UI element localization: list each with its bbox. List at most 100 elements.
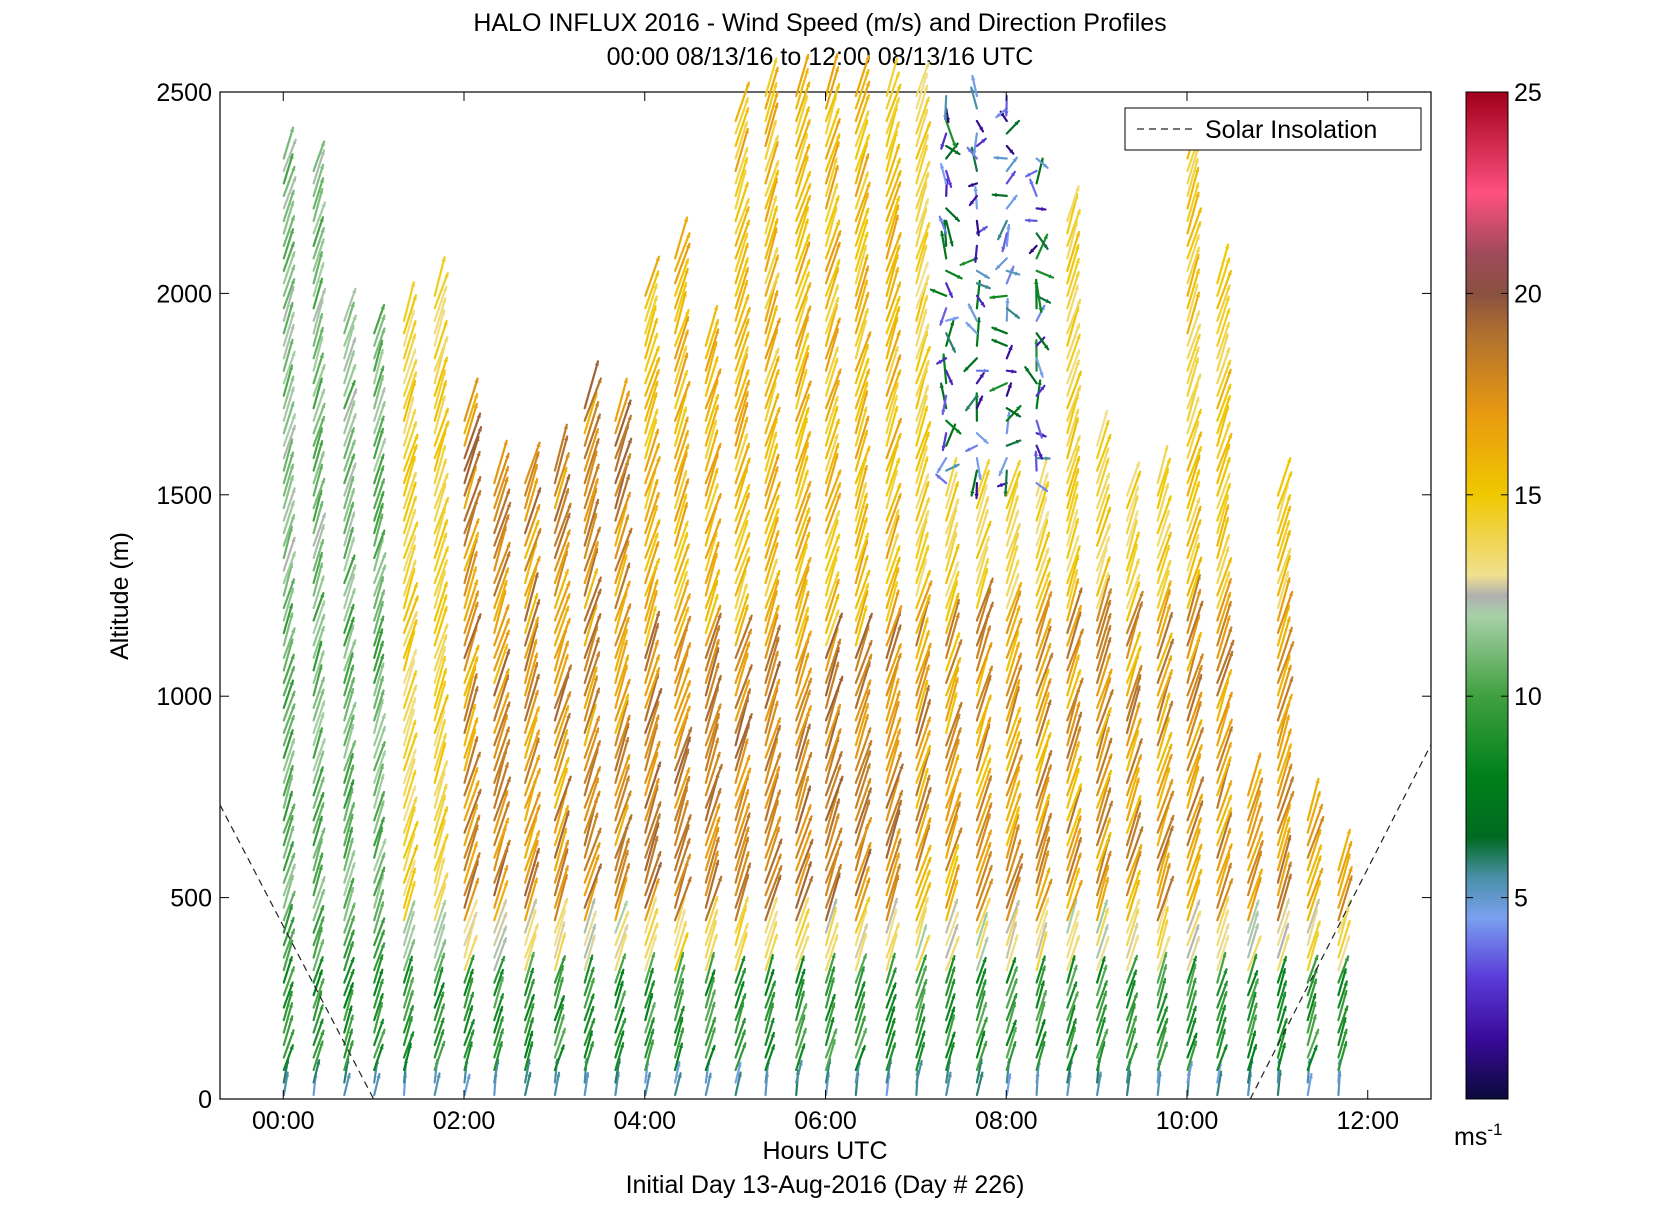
wind-arrow-head	[774, 291, 779, 296]
wind-arrow-head	[773, 898, 778, 903]
wind-arrow-head	[924, 135, 929, 140]
wind-arrow-head	[746, 863, 751, 868]
wind-arrow-head	[927, 857, 932, 863]
wind-arrow	[1276, 505, 1292, 547]
wind-arrow-head	[896, 245, 901, 250]
wind-arrow-head	[1075, 446, 1080, 451]
wind-arrow-head	[594, 479, 599, 484]
wind-arrow	[644, 478, 659, 522]
wind-arrow	[373, 552, 387, 585]
wind-arrow-head	[803, 96, 808, 101]
wind-arrow	[523, 622, 539, 672]
wind-arrow-head	[862, 245, 868, 251]
wind-arrow	[824, 418, 840, 460]
wind-arrow-head	[535, 755, 540, 761]
wind-arrow	[1066, 554, 1080, 597]
wind-arrow	[282, 338, 294, 372]
wind-arrow	[795, 67, 809, 110]
wind-arrow	[1306, 1001, 1317, 1034]
wind-arrow	[915, 593, 932, 635]
wind-arrow	[885, 105, 898, 148]
wind-arrow-head	[684, 444, 690, 450]
wind-arrow	[673, 593, 691, 635]
wind-arrow	[282, 638, 294, 672]
wind-arrow-head	[715, 663, 720, 669]
wind-arrow	[1066, 725, 1082, 772]
wind-arrow	[704, 969, 716, 997]
wind-arrow-head	[472, 567, 477, 572]
wind-arrow	[1156, 753, 1173, 797]
wind-arrow	[493, 541, 511, 585]
wind-arrow	[644, 610, 661, 660]
wind-arrow	[553, 529, 571, 572]
wind-arrow	[1066, 220, 1079, 260]
wind-arrow-head	[926, 870, 931, 876]
wind-arrow-head	[1317, 830, 1322, 835]
wind-arrow-head	[1195, 192, 1200, 198]
wind-arrow	[1035, 652, 1054, 697]
wind-arrow	[734, 812, 751, 859]
wind-arrow-head	[627, 400, 632, 405]
wind-arrow-head	[1198, 794, 1203, 800]
wind-arrow	[463, 601, 479, 647]
wind-arrow	[312, 1040, 324, 1072]
wind-arrow	[373, 689, 385, 722]
wind-arrow-head	[1316, 881, 1321, 886]
wind-arrow-head	[320, 614, 325, 620]
wind-arrow	[1125, 843, 1143, 884]
wind-arrow	[312, 791, 325, 822]
wind-arrow-head	[892, 995, 897, 1000]
wind-arrow	[614, 876, 628, 922]
wind-arrow	[583, 1017, 596, 1047]
wind-arrow-head	[685, 749, 690, 754]
wind-arrow-head	[380, 416, 385, 421]
wind-arrow	[523, 839, 539, 884]
wind-arrow	[463, 814, 481, 859]
wind-arrow	[945, 498, 960, 535]
wind-arrow-head	[1016, 524, 1021, 529]
wind-arrow-head	[289, 154, 294, 159]
wind-arrow	[1005, 630, 1020, 672]
wind-arrow	[312, 676, 326, 710]
wind-arrow	[312, 262, 325, 297]
wind-arrow-head	[351, 863, 356, 868]
wind-arrow-head	[319, 164, 324, 170]
wind-arrow-head	[1343, 981, 1348, 986]
wind-arrow	[614, 953, 627, 984]
wind-arrow	[433, 272, 449, 310]
wind-arrow	[764, 799, 779, 847]
wind-arrow	[885, 874, 900, 922]
wind-arrow	[463, 1005, 474, 1034]
wind-arrow	[1156, 467, 1170, 510]
wind-arrow	[1246, 910, 1259, 947]
wind-arrow-head	[809, 839, 814, 845]
wind-arrow-head	[925, 361, 930, 366]
wind-arrow	[704, 751, 721, 797]
wind-arrow-head	[924, 511, 929, 516]
wind-arrow	[373, 816, 385, 847]
wind-arrow-head	[349, 527, 354, 533]
wind-arrow-head	[655, 542, 660, 547]
wind-arrow-head	[412, 482, 417, 487]
wind-arrow-head	[966, 405, 971, 411]
wind-arrow-head	[712, 921, 717, 926]
wind-arrow-head	[896, 355, 901, 360]
wind-arrow	[1306, 855, 1322, 897]
wind-arrow	[1125, 1015, 1138, 1047]
wind-arrow	[945, 1014, 956, 1047]
wind-arrow	[1095, 964, 1108, 997]
wind-arrow-head	[532, 899, 537, 905]
wind-arrow	[795, 1014, 806, 1047]
wind-arrow-head	[321, 403, 326, 409]
wind-arrow-head	[745, 82, 750, 88]
wind-arrow	[373, 375, 384, 410]
wind-arrow	[945, 843, 960, 884]
wind-arrow-head	[289, 680, 294, 685]
wind-arrow-head	[716, 752, 721, 758]
wind-arrow-head	[1195, 311, 1200, 316]
wind-arrow-head	[413, 845, 418, 851]
wind-arrow-head	[838, 841, 843, 847]
wind-arrow	[764, 290, 779, 335]
wind-arrow-head	[443, 807, 448, 812]
wind-arrow	[734, 664, 753, 710]
